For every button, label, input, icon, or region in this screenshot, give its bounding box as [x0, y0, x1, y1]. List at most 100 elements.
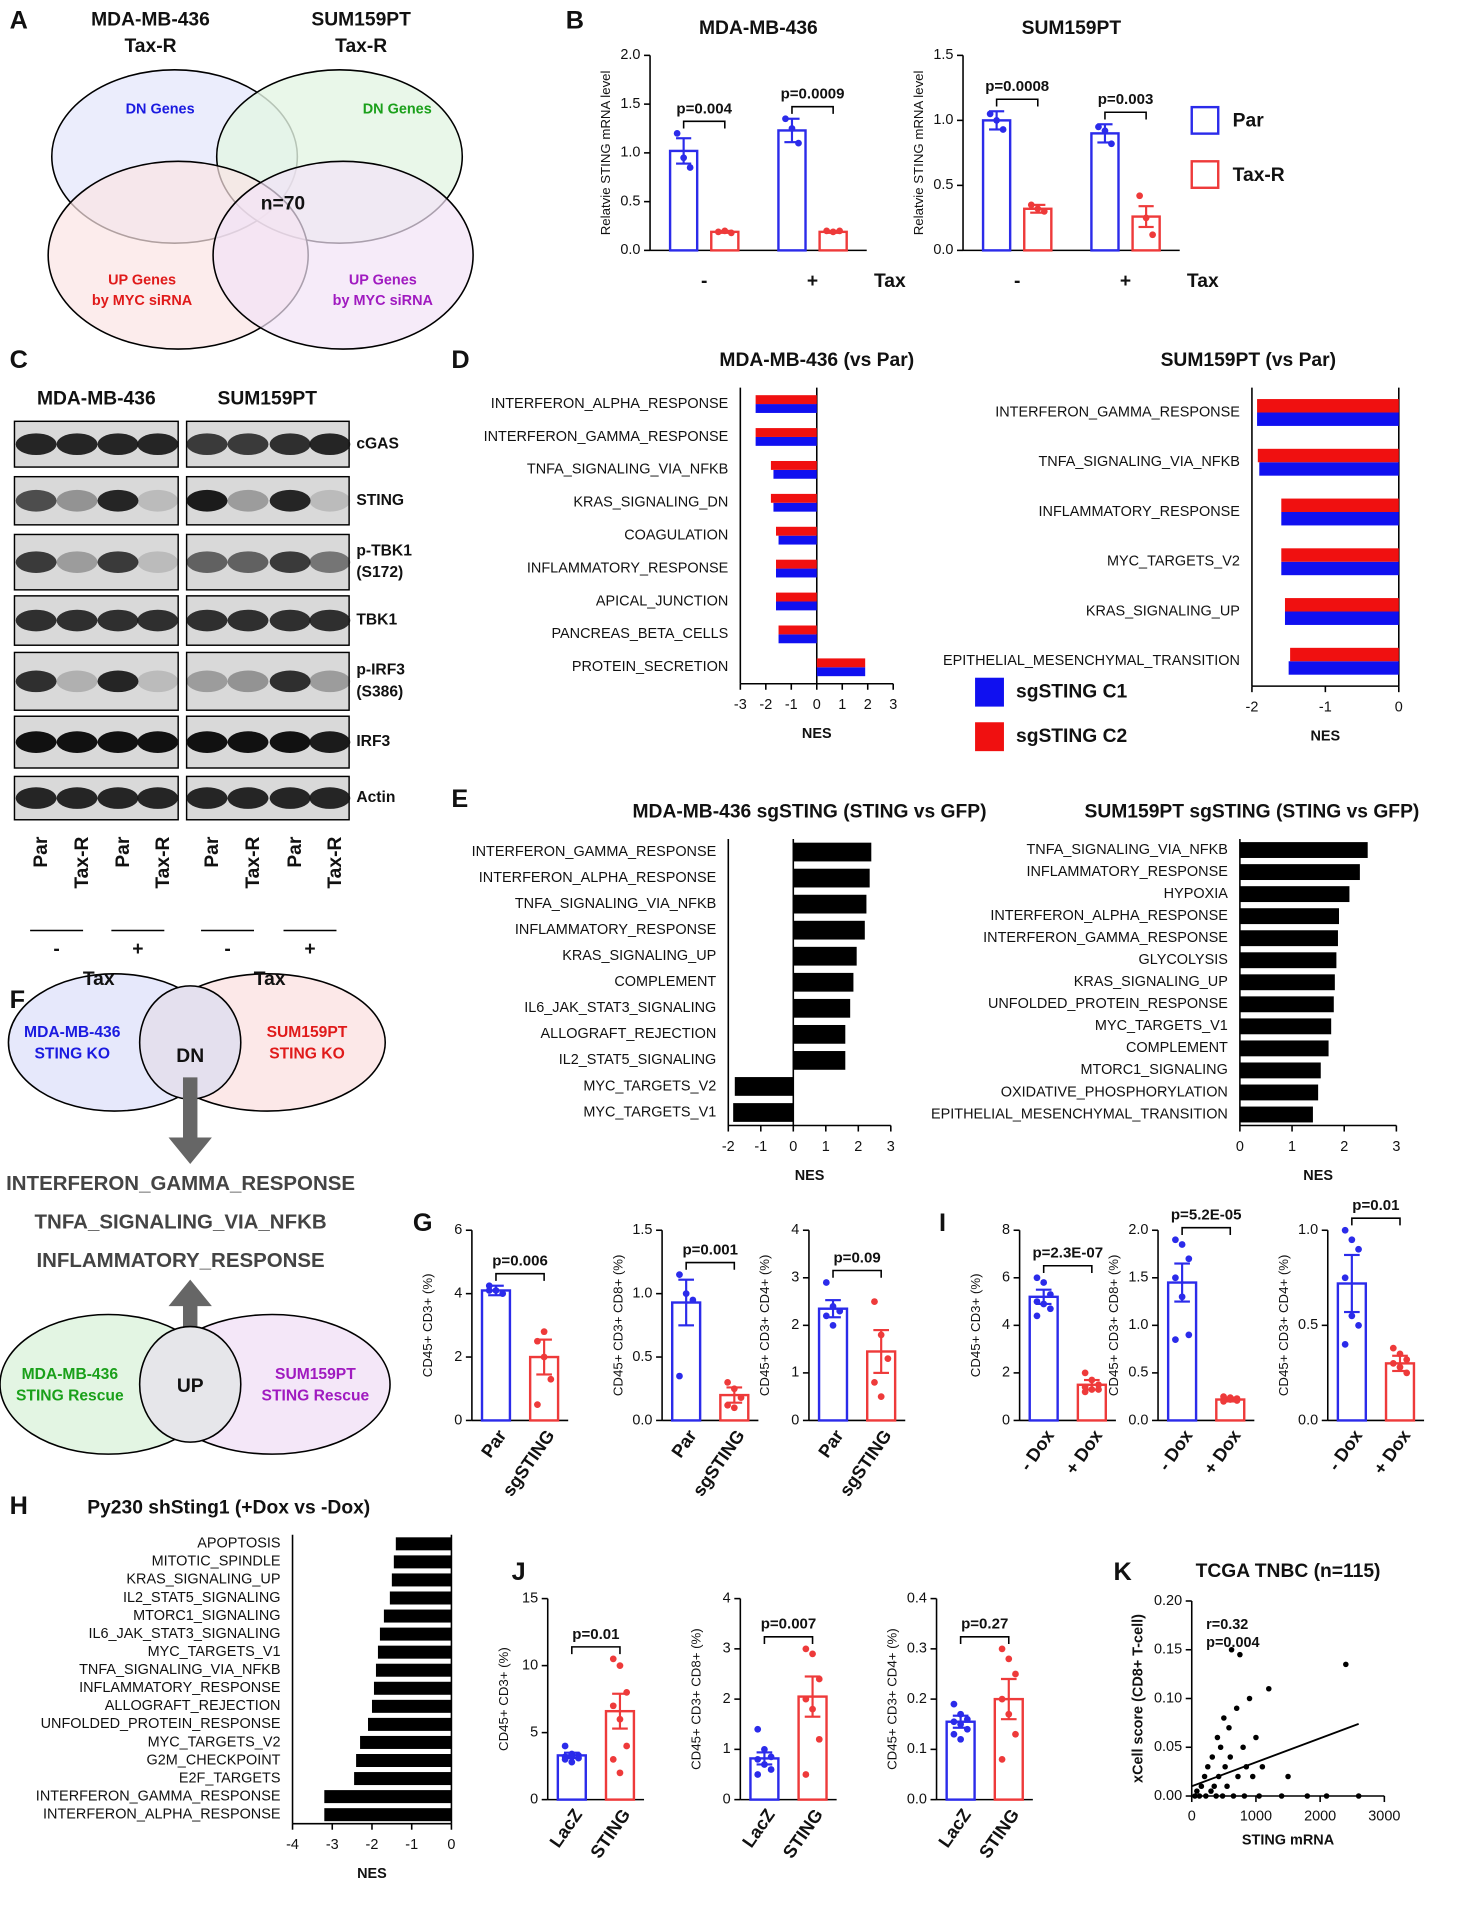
lane-label: Par — [113, 836, 134, 868]
blot-band — [269, 609, 311, 632]
legend-swatch — [1190, 105, 1220, 135]
diagram-f: MDA-MB-436 STING KO SUM159PT STING KO DN… — [0, 973, 391, 1455]
y-tick-label: 2 — [723, 1691, 731, 1707]
y-tick-label: 2 — [454, 1349, 462, 1365]
bar — [755, 436, 817, 446]
data-point — [1095, 1386, 1102, 1393]
blot-band — [269, 489, 311, 512]
p-value: p=0.27 — [961, 1616, 1008, 1633]
lane-label: Tax-R — [243, 837, 264, 889]
y-tick-label: 10 — [522, 1657, 538, 1673]
data-point — [1033, 1298, 1041, 1305]
data-point — [767, 1766, 775, 1773]
blot-band — [97, 551, 139, 573]
blot-band — [56, 609, 98, 632]
x-tick-label: 3 — [889, 697, 897, 713]
bar — [1259, 462, 1399, 476]
y-tick-label: COAGULATION — [624, 527, 728, 543]
x-tick-label: 0 — [789, 1139, 797, 1155]
data-point — [1246, 1695, 1253, 1702]
y-tick-label: INFLAMMATORY_RESPONSE — [1039, 504, 1241, 520]
data-point — [871, 1298, 878, 1305]
data-point — [782, 115, 789, 123]
x-axis-label: NES — [795, 1168, 825, 1184]
x-tick-label: -1 — [785, 697, 798, 713]
bar — [391, 1573, 452, 1587]
y-axis-label: CD45+ CD3+ (%) — [420, 1273, 435, 1377]
data-point — [829, 1302, 837, 1310]
panel-label: C — [10, 346, 28, 374]
y-tick-label: MYC_TARGETS_V2 — [1107, 554, 1240, 570]
data-point — [802, 1771, 810, 1778]
data-point — [1235, 1773, 1241, 1780]
data-point — [1081, 1369, 1089, 1377]
y-tick-label: COMPLEMENT — [614, 974, 716, 990]
y-axis-label: CD45+ CD3+ CD4+ (%) — [757, 1255, 772, 1397]
data-point — [1228, 1646, 1235, 1653]
y-tick-label: 0.0 — [632, 1412, 652, 1428]
bar — [776, 559, 817, 569]
data-point — [1088, 1386, 1096, 1393]
data-point — [1033, 1274, 1041, 1282]
blot-band — [97, 489, 139, 512]
data-point — [950, 1700, 958, 1708]
data-point — [1396, 1350, 1404, 1358]
x-tick-label: -2 — [722, 1139, 735, 1155]
y-tick-label: TNFA_SIGNALING_VIA_NFKB — [515, 896, 716, 912]
y-tick-label: 0.05 — [1154, 1739, 1182, 1755]
data-point — [485, 1287, 493, 1294]
data-point — [724, 1401, 731, 1409]
blot-band — [309, 731, 351, 753]
data-point — [761, 1745, 768, 1753]
bar — [1239, 864, 1360, 881]
blot-band — [309, 433, 351, 456]
bar — [776, 601, 817, 611]
data-point — [822, 1312, 830, 1320]
bar — [755, 404, 817, 413]
bar — [1290, 647, 1399, 662]
data-point — [561, 1756, 569, 1763]
venn-a: MDA-MB-436 Tax-R SUM159PT Tax-R DN Genes… — [47, 10, 474, 350]
data-point — [1194, 1788, 1200, 1794]
panel-label: K — [1114, 1558, 1133, 1586]
blot-band — [137, 609, 179, 632]
data-point — [998, 1695, 1006, 1703]
protein-label: p-IRF3 — [356, 662, 405, 679]
diagram-label: STING Rescue — [16, 1387, 124, 1404]
p-value: p=0.006 — [492, 1253, 548, 1270]
data-point — [1192, 1793, 1198, 1799]
significance-bracket — [685, 1261, 736, 1270]
bar — [383, 1609, 452, 1623]
x-tick-label: -2 — [759, 697, 772, 713]
blot-band — [56, 670, 98, 693]
bar — [360, 1735, 452, 1749]
data-point — [1214, 1734, 1221, 1741]
venn-label: UP Genes — [349, 272, 417, 288]
blot-band — [186, 433, 228, 456]
lane-label: Tax-R — [72, 837, 93, 889]
y-tick-label: INTERFERON_ALPHA_RESPONSE — [990, 908, 1228, 924]
data-point — [616, 1715, 624, 1723]
data-point — [1230, 1793, 1237, 1799]
venn-label: DN Genes — [126, 101, 195, 117]
y-tick-label: KRAS_SIGNALING_DN — [573, 495, 728, 511]
bar — [793, 842, 872, 862]
blot-band — [15, 551, 57, 573]
bar — [793, 972, 854, 992]
pathway: INTERFERON_GAMMA_RESPONSE — [6, 1172, 355, 1195]
x-tick-label: 2 — [854, 1139, 862, 1155]
y-tick-label: 0.10 — [1154, 1690, 1182, 1706]
bar — [1281, 512, 1399, 526]
blot-band — [269, 551, 311, 573]
treatment-title: Tax — [254, 969, 286, 990]
lane-label: Par — [285, 836, 306, 868]
y-tick-label: 0.0 — [1128, 1412, 1148, 1428]
data-point — [1198, 1783, 1205, 1790]
panel-label: D — [451, 346, 469, 374]
bar — [1239, 886, 1350, 903]
y-tick-label: 1 — [723, 1741, 731, 1757]
bar — [395, 1537, 452, 1551]
x-tick-label: 0 — [1236, 1139, 1244, 1155]
data-point — [809, 1650, 816, 1658]
p-value: p=0.09 — [833, 1249, 880, 1266]
